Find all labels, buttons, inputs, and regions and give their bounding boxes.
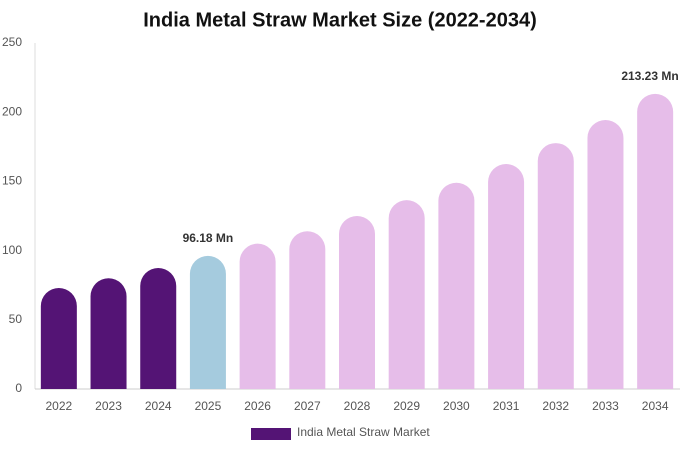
x-tick-label: 2022	[45, 399, 72, 413]
x-tick-label: 2030	[443, 399, 470, 413]
bar	[637, 93, 674, 390]
x-tick-label: 2023	[95, 399, 122, 413]
bar	[140, 268, 177, 389]
value-label: 96.18 Mn	[183, 231, 234, 245]
bar	[488, 163, 525, 389]
bar	[388, 200, 425, 389]
x-tick-label: 2033	[592, 399, 619, 413]
x-tick-label: 2024	[145, 399, 172, 413]
x-tick-label: 2028	[344, 399, 371, 413]
y-tick-label: 200	[2, 104, 22, 118]
x-tick-label: 2029	[393, 399, 420, 413]
bar	[339, 216, 375, 389]
x-tick-label: 2031	[493, 399, 520, 413]
x-tick-label: 2025	[195, 399, 222, 413]
bar	[289, 231, 326, 389]
y-tick-label: 50	[9, 312, 23, 326]
chart-title: India Metal Straw Market Size (2022-2034…	[143, 9, 537, 31]
bar	[587, 119, 624, 390]
bar	[189, 255, 226, 389]
legend-swatch	[251, 428, 291, 440]
y-tick-label: 0	[15, 381, 22, 395]
legend-label: India Metal Straw Market	[297, 425, 430, 439]
x-tick-label: 2027	[294, 399, 321, 413]
bar	[239, 243, 276, 389]
bar	[40, 287, 77, 389]
y-tick-label: 250	[2, 35, 22, 49]
x-tick-label: 2034	[642, 399, 669, 413]
y-tick-label: 150	[2, 174, 22, 188]
bar	[438, 182, 475, 389]
y-tick-label: 100	[2, 243, 22, 257]
x-tick-label: 2026	[244, 399, 271, 413]
bar	[537, 143, 574, 389]
value-label: 213.23 Mn	[621, 69, 678, 83]
bar	[90, 278, 127, 389]
x-tick-label: 2032	[542, 399, 569, 413]
